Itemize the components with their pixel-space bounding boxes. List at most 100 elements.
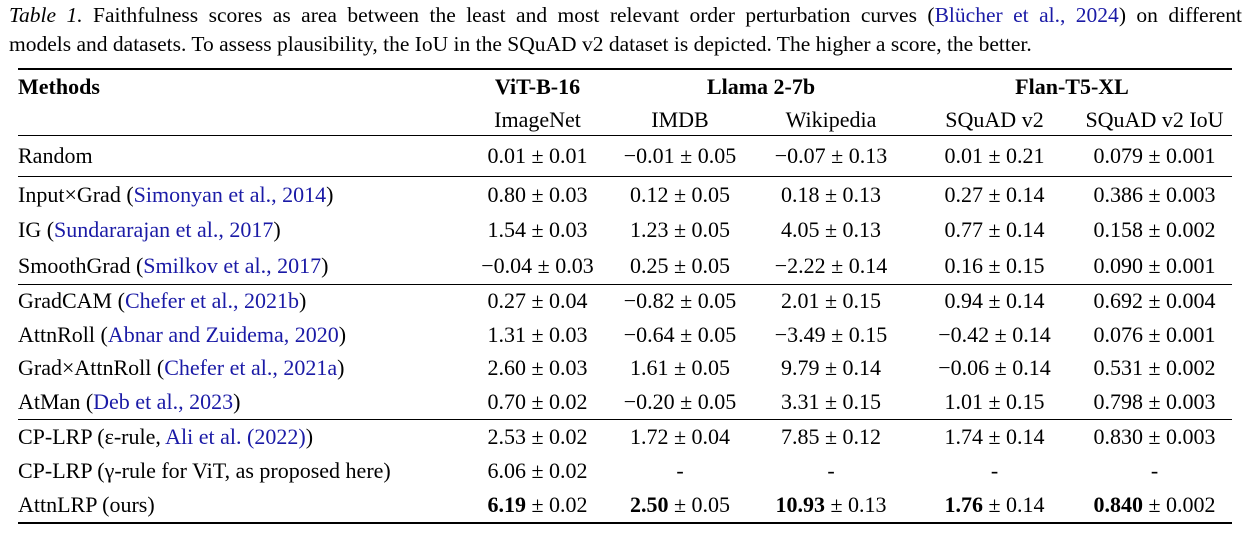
score-uncertainty: ± 0.15: [825, 321, 888, 347]
method-citation-link[interactable]: Chefer et al., 2021b: [124, 288, 300, 314]
score-cell: −0.06 ± 0.14: [912, 352, 1077, 386]
score-cell: 0.12 ± 0.05: [610, 177, 750, 213]
score-cell: -: [1150, 457, 1159, 483]
score-value: 0.01: [944, 143, 983, 168]
score-uncertainty: ± 0.14: [982, 288, 1045, 314]
score-value: 0.076: [1093, 321, 1143, 347]
dataset-header-row: ImageNet IMDB Wikipedia SQuAD v2 SQuAD v…: [18, 104, 1232, 136]
caption-text-before-cite: Faithfulness scores as area between the …: [82, 3, 935, 27]
score-value: 0.12: [629, 181, 669, 207]
score-value: 1.23: [629, 217, 669, 243]
score-value: 0.158: [1093, 217, 1143, 243]
table-body: Random 0.01 ± 0.01 −0.01 ± 0.05 −0.07 ± 0.1…: [18, 135, 1232, 523]
score-uncertainty: ± 0.01: [525, 143, 588, 168]
score-uncertainty: ± 0.05: [668, 355, 731, 381]
score-value: −0.07: [774, 143, 826, 168]
methods-column-header: Methods: [18, 74, 100, 99]
score-value: 3.31: [780, 388, 820, 414]
method-label: GradCAM (: [18, 288, 125, 314]
dataset-header-imdb: IMDB: [610, 104, 750, 136]
score-value: 4.05: [780, 217, 820, 243]
method-label: SmoothGrad (: [18, 252, 144, 278]
method-citation-link[interactable]: Chefer et al., 2021a: [164, 355, 338, 381]
score-uncertainty: ± 0.003: [1142, 181, 1216, 207]
score-value: −0.01: [623, 143, 675, 168]
method-cell: SmoothGrad (Smilkov et al., 2017): [18, 248, 465, 285]
table-row: AtMan (Deb et al., 2023) 0.70 ± 0.02 −0.20…: [18, 385, 1232, 420]
caption-text-after-cite: ) on different: [1118, 3, 1243, 27]
method-citation-link[interactable]: Simonyan et al., 2014: [133, 181, 327, 207]
score-value: 0.18: [780, 181, 820, 207]
model-header-llama-2-7b: Llama 2-7b: [706, 74, 816, 99]
score-value: 0.70: [487, 388, 526, 414]
method-citation-link[interactable]: Smilkov et al., 2017: [143, 252, 322, 278]
score-value: −0.06: [938, 355, 990, 381]
score-uncertainty: ± 0.14: [982, 217, 1045, 243]
model-header-flan-t5-xl: Flan-T5-XL: [1015, 74, 1129, 99]
score-cell: 0.77 ± 0.14: [912, 213, 1077, 249]
score-cell: 0.01 ± 0.21: [912, 135, 1077, 177]
score-uncertainty: ± 0.14: [825, 252, 888, 278]
score-value: 0.27: [487, 288, 526, 314]
score-uncertainty: ± 0.03: [525, 181, 588, 207]
score-value: −0.20: [623, 388, 675, 414]
score-cell: −0.42 ± 0.14: [912, 318, 1077, 352]
score-value: 1.01: [944, 388, 983, 414]
score-cell: 1.31 ± 0.03: [465, 318, 610, 352]
method-label: Input×Grad (: [18, 181, 134, 207]
score-cell: 0.079 ± 0.001: [1077, 135, 1232, 177]
score-value: 0.01: [487, 143, 526, 168]
score-uncertainty: ± 0.05: [668, 252, 731, 278]
score-uncertainty: ± 0.03: [532, 252, 594, 278]
table-row: CP-LRP (ε-rule, Ali et al. (2022)) 2.53 ±…: [18, 419, 1232, 454]
method-cell: AttnRoll (Abnar and Zuidema, 2020): [18, 318, 465, 352]
score-uncertainty: ± 0.002: [1142, 355, 1216, 381]
score-cell: 2.60 ± 0.03: [465, 352, 610, 386]
score-cell: -: [990, 457, 999, 483]
method-cell: AtMan (Deb et al., 2023): [18, 385, 465, 420]
score-uncertainty: ± 0.03: [525, 355, 588, 381]
method-label-suffix: ): [338, 321, 347, 347]
score-uncertainty: ± 0.15: [982, 388, 1045, 414]
score-cell: −2.22 ± 0.14: [750, 248, 912, 285]
score-uncertainty: ± 0.15: [982, 252, 1045, 278]
score-uncertainty: ± 0.05: [674, 288, 737, 314]
method-citation-link[interactable]: Deb et al., 2023: [93, 388, 234, 414]
score-cell: 3.31 ± 0.15: [750, 385, 912, 420]
score-cell: 1.23 ± 0.05: [610, 213, 750, 249]
score-value: 1.61: [629, 355, 669, 381]
score-uncertainty: ± 0.001: [1142, 321, 1216, 347]
dataset-header-empty: [18, 104, 465, 136]
method-citation-link[interactable]: Ali et al. (2022): [165, 423, 306, 449]
score-cell: -: [827, 457, 835, 483]
score-uncertainty: ± 0.14: [989, 321, 1051, 347]
score-cell: 2.01 ± 0.15: [750, 284, 912, 318]
table-row: Random 0.01 ± 0.01 −0.01 ± 0.05 −0.07 ± 0.1…: [18, 135, 1232, 177]
score-cell: 2.53 ± 0.02: [465, 419, 610, 454]
method-citation-link[interactable]: Sundararajan et al., 2017: [54, 217, 274, 243]
caption-citation-link[interactable]: Blücher et al., 2024: [934, 3, 1119, 27]
score-uncertainty: ± 0.14: [982, 181, 1045, 207]
score-value: 0.27: [944, 181, 983, 207]
score-cell: 1.74 ± 0.14: [912, 419, 1077, 454]
score-uncertainty: ± 0.14: [982, 491, 1045, 517]
method-cell: IG (Sundararajan et al., 2017): [18, 213, 465, 249]
score-cell: -: [676, 457, 684, 483]
score-uncertainty: ± 0.02: [525, 491, 588, 517]
score-value: 6.06: [487, 457, 526, 483]
score-cell: −0.20 ± 0.05: [610, 385, 750, 420]
score-uncertainty: ± 0.02: [525, 388, 588, 414]
score-cell: 1.54 ± 0.03: [465, 213, 610, 249]
score-cell: 0.076 ± 0.001: [1077, 318, 1232, 352]
score-cell: 0.386 ± 0.003: [1077, 177, 1232, 213]
score-cell: 1.61 ± 0.05: [610, 352, 750, 386]
score-uncertainty: ± 0.003: [1142, 423, 1216, 449]
results-table: Methods ViT-B-16 Llama 2-7b Flan-T5-XL I…: [18, 68, 1232, 524]
method-label: AttnLRP (ours): [18, 491, 155, 517]
score-value: 6.19: [487, 491, 526, 517]
score-cell: −0.07 ± 0.13: [750, 135, 912, 177]
method-citation-link[interactable]: Abnar and Zuidema, 2020: [107, 321, 339, 347]
score-cell: 0.158 ± 0.002: [1077, 213, 1232, 249]
score-cell: 1.72 ± 0.04: [610, 419, 750, 454]
score-value: −2.22: [774, 252, 826, 278]
